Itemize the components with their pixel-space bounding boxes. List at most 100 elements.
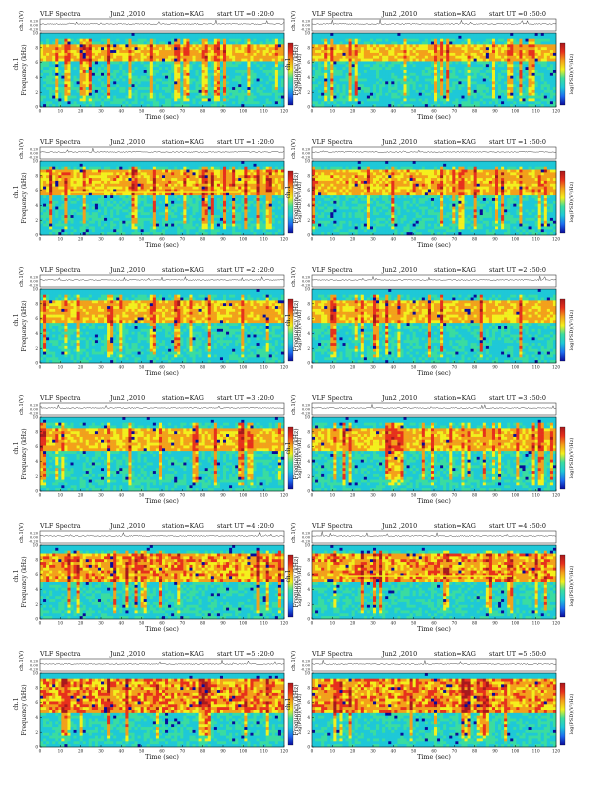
spectrogram-cell bbox=[171, 33, 174, 36]
spectrogram-cell bbox=[116, 70, 119, 73]
spectrogram-cell bbox=[113, 212, 116, 215]
spectrogram-cell bbox=[489, 76, 492, 79]
spectrogram-cell bbox=[373, 67, 376, 70]
spectrogram-cell bbox=[458, 47, 461, 50]
spectrogram-cell bbox=[333, 44, 336, 47]
spectrogram-cell bbox=[434, 36, 437, 39]
spectrogram-cell bbox=[355, 84, 358, 87]
spectrogram-cell bbox=[74, 87, 77, 90]
spectrogram-cell bbox=[55, 44, 58, 47]
spectrogram-cell bbox=[385, 44, 388, 47]
spectrogram-cell bbox=[119, 79, 122, 82]
spectrogram-cell bbox=[501, 96, 504, 99]
spectrogram-cell bbox=[419, 33, 422, 36]
spectrogram-cell bbox=[458, 42, 461, 45]
spectrogram-cell bbox=[40, 64, 43, 67]
spectrogram-cell bbox=[413, 56, 416, 59]
spectrogram-cell bbox=[443, 36, 446, 39]
spectrogram-cell bbox=[455, 81, 458, 84]
spectrogram-cell bbox=[74, 59, 77, 62]
spectrogram-cell bbox=[64, 209, 67, 212]
spectrogram-cell bbox=[104, 209, 107, 212]
spectrogram-cell bbox=[367, 84, 370, 87]
spectrogram-cell bbox=[141, 56, 144, 59]
spectrogram-cell bbox=[452, 47, 455, 50]
spectrogram-cell bbox=[183, 42, 186, 45]
spectrogram-cell bbox=[196, 50, 199, 53]
spectrogram-cell bbox=[98, 33, 101, 36]
spectrogram-cell bbox=[495, 42, 498, 45]
spectrogram-cell bbox=[452, 44, 455, 47]
spectrogram-cell bbox=[95, 93, 98, 96]
spectrogram-cell bbox=[74, 229, 77, 232]
spectrogram-cell bbox=[468, 61, 471, 64]
spectrogram-cell bbox=[407, 93, 410, 96]
spectrogram-cell bbox=[113, 64, 116, 67]
spectrogram-cell bbox=[135, 36, 138, 39]
spectrogram-cell bbox=[446, 79, 449, 82]
spectrogram-cell bbox=[104, 218, 107, 221]
spectrogram-cell bbox=[428, 64, 431, 67]
spectrogram-cell bbox=[116, 161, 119, 164]
spectrogram-cell bbox=[186, 76, 189, 79]
spectrogram-cell bbox=[132, 56, 135, 59]
spectrogram-cell bbox=[257, 67, 260, 70]
spectrogram-cell bbox=[46, 50, 49, 53]
spectrogram-cell bbox=[92, 93, 95, 96]
spectrogram-cell bbox=[89, 39, 92, 42]
spectrogram-cell bbox=[49, 47, 52, 50]
spectrogram-cell bbox=[43, 181, 46, 184]
spectrogram-cell bbox=[67, 178, 70, 181]
spectrogram-cell bbox=[519, 93, 522, 96]
spectrogram-cell bbox=[269, 101, 272, 104]
spectrogram-cell bbox=[513, 90, 516, 93]
spectrogram-cell bbox=[541, 90, 544, 93]
spectrogram-cell bbox=[352, 47, 355, 50]
spectrogram-cell bbox=[428, 39, 431, 42]
spectrogram-cell bbox=[113, 175, 116, 178]
spectrogram-cell bbox=[526, 81, 529, 84]
spectrogram-cell bbox=[101, 87, 104, 90]
spectrogram-cell bbox=[330, 44, 333, 47]
spectrogram-cell bbox=[312, 53, 315, 56]
spectrogram-cell bbox=[550, 70, 553, 73]
spectrogram-cell bbox=[211, 59, 214, 62]
spectrogram-cell bbox=[416, 47, 419, 50]
spectrogram-cell bbox=[413, 93, 416, 96]
spectrogram-cell bbox=[413, 81, 416, 84]
spectrogram-cell bbox=[55, 79, 58, 82]
spectrogram-cell bbox=[422, 70, 425, 73]
spectrogram-cell bbox=[144, 67, 147, 70]
spectrogram-cell bbox=[321, 64, 324, 67]
spectrogram-cell bbox=[156, 79, 159, 82]
spectrogram-cell bbox=[189, 76, 192, 79]
spectrogram-cell bbox=[135, 84, 138, 87]
spectrogram-cell bbox=[379, 59, 382, 62]
spectrogram-cell bbox=[324, 101, 327, 104]
spectrogram-cell bbox=[312, 73, 315, 76]
spectrogram-cell bbox=[550, 39, 553, 42]
spectrogram-cell bbox=[434, 47, 437, 50]
spectrogram-cell bbox=[532, 42, 535, 45]
spectrogram-cell bbox=[431, 47, 434, 50]
spectrogram-cell bbox=[510, 56, 513, 59]
spectrogram-cell bbox=[119, 101, 122, 104]
spectrogram-cell bbox=[370, 98, 373, 101]
spectrogram-cell bbox=[83, 172, 86, 175]
spectrogram-cell bbox=[535, 76, 538, 79]
spectrogram-cell bbox=[61, 175, 64, 178]
spectrogram-cell bbox=[339, 96, 342, 99]
spectrogram-cell bbox=[358, 93, 361, 96]
spectrogram-cell bbox=[437, 87, 440, 90]
spectrogram-cell bbox=[205, 73, 208, 76]
spectrogram-cell bbox=[425, 39, 428, 42]
spectrogram-cell bbox=[183, 44, 186, 47]
spectrogram-cell bbox=[55, 87, 58, 90]
spectrogram-cell bbox=[458, 53, 461, 56]
spectrogram-cell bbox=[46, 204, 49, 207]
spectrogram-cell bbox=[538, 44, 541, 47]
spectrogram-cell bbox=[501, 70, 504, 73]
spectrogram-cell bbox=[407, 73, 410, 76]
spectrogram-cell bbox=[321, 84, 324, 87]
spectrogram-cell bbox=[410, 50, 413, 53]
